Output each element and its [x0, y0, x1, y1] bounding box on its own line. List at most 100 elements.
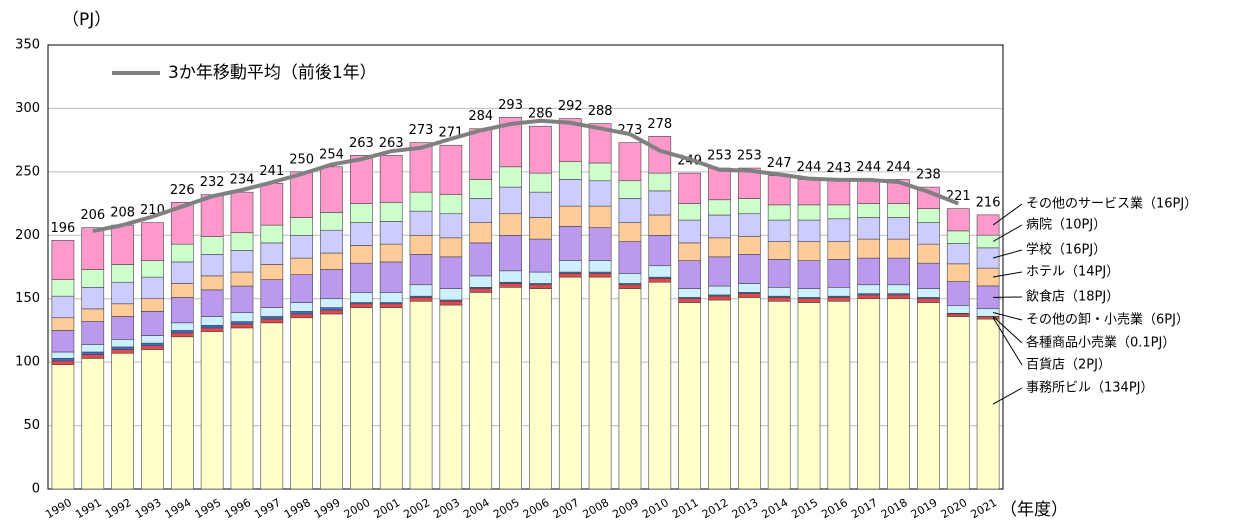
bar-segment	[887, 298, 910, 490]
total-label: 241	[259, 164, 284, 179]
bar-segment	[648, 278, 672, 283]
x-tick-label: 2013	[730, 496, 761, 521]
bar-segment	[260, 318, 284, 324]
bar-segment	[588, 273, 612, 278]
y-unit: （PJ）	[62, 10, 111, 30]
bar-segment	[618, 288, 642, 490]
bar-segment	[827, 286, 851, 297]
y-tick-label: 250	[15, 164, 40, 179]
bar-segment	[588, 123, 612, 164]
x-tick-label: 1993	[133, 496, 164, 521]
bar-segment	[857, 294, 881, 300]
bar-segment	[111, 352, 134, 490]
bar-segment	[409, 297, 433, 302]
total-label: 254	[319, 147, 344, 162]
bar-segment	[588, 227, 612, 261]
x-tick-label: 2003	[431, 496, 462, 521]
series-label: その他のサービス業（16PJ）	[1026, 196, 1197, 212]
bar-segment	[200, 327, 224, 332]
bar-segment	[767, 204, 791, 221]
bar-segment	[51, 240, 75, 280]
bar-segment	[290, 217, 314, 236]
bar-segment	[230, 323, 254, 329]
x-tick-label: 1995	[193, 496, 224, 521]
bar-segment	[409, 254, 433, 286]
bar-segment	[887, 203, 910, 218]
total-label: 238	[916, 168, 941, 183]
x-tick-label: 1999	[312, 496, 343, 521]
bar-segment	[51, 330, 75, 353]
leader-line	[992, 387, 1023, 405]
bar-segment	[469, 292, 493, 490]
bar-segment	[857, 203, 881, 218]
bar-segment	[141, 345, 164, 350]
bar-segment	[558, 161, 582, 180]
bar-segment	[170, 330, 194, 334]
bar-segment	[260, 322, 284, 490]
bar-segment	[648, 281, 672, 490]
bar-segment	[260, 307, 284, 317]
bar-segment	[409, 142, 433, 193]
series-label: ホテル（14PJ）	[1026, 265, 1119, 280]
y-tick-label: 100	[15, 355, 40, 370]
bar-segment	[230, 250, 254, 273]
bar-segment	[618, 284, 642, 289]
bar-segment	[827, 180, 851, 206]
total-label: 263	[349, 136, 374, 151]
bar-segment	[917, 208, 940, 223]
bar-segment	[678, 219, 701, 244]
bar-segment	[141, 260, 164, 278]
leader-line	[992, 224, 1023, 242]
bar-segment	[290, 274, 314, 303]
series-label: 学校（16PJ）	[1026, 242, 1106, 258]
bar-segment	[320, 298, 343, 308]
bar-segment	[976, 234, 1000, 249]
bar-segment	[409, 191, 433, 212]
bar-segment	[946, 208, 970, 232]
bar-segment	[290, 313, 314, 319]
bar-segment	[290, 234, 314, 259]
bar-segment	[887, 284, 910, 294]
bar-segment	[260, 224, 284, 244]
y-tick-label: 200	[15, 228, 40, 243]
series-label: 各種商品小売業（0.1PJ）	[1026, 335, 1175, 351]
series-label: 飲食店（18PJ）	[1026, 289, 1119, 305]
bar-segment	[976, 247, 1000, 269]
series-label: 百貨店（2PJ）	[1026, 357, 1111, 373]
bar-segment	[678, 302, 701, 490]
x-tick-label: 2012	[700, 496, 731, 521]
bar-segment	[857, 284, 881, 294]
bar-segment	[81, 227, 105, 270]
bar-segment	[320, 309, 343, 315]
total-label: 234	[230, 173, 255, 188]
total-label: 263	[379, 136, 404, 151]
total-label: 243	[826, 161, 851, 176]
bar-segment	[529, 238, 552, 273]
total-label: 278	[647, 117, 672, 132]
bar-segment	[200, 316, 224, 326]
bar-segment	[230, 285, 254, 313]
bar-segment	[797, 260, 821, 289]
bar-segment	[350, 303, 373, 308]
series-label: 病院（10PJ）	[1026, 218, 1106, 233]
bar-segment	[439, 304, 463, 490]
bar-segment	[529, 191, 552, 218]
total-label: 284	[468, 109, 493, 124]
bar-segment	[200, 331, 224, 490]
total-label: 244	[886, 160, 911, 175]
bar-segment	[588, 180, 612, 207]
x-tick-label: 2011	[670, 496, 701, 521]
bar-segment	[141, 298, 164, 312]
bar-segment	[260, 279, 284, 308]
bar-segment	[976, 214, 1000, 236]
bar-segment	[469, 275, 493, 288]
x-tick-label: 2007	[551, 496, 582, 521]
bar-segment	[320, 269, 343, 300]
bar-segment	[737, 293, 761, 298]
total-label: 247	[767, 156, 792, 171]
bar-segment	[887, 238, 910, 259]
bar-segment	[439, 300, 463, 306]
bar-segment	[499, 286, 522, 490]
bar-segment	[51, 351, 75, 359]
total-label: 226	[170, 183, 195, 198]
